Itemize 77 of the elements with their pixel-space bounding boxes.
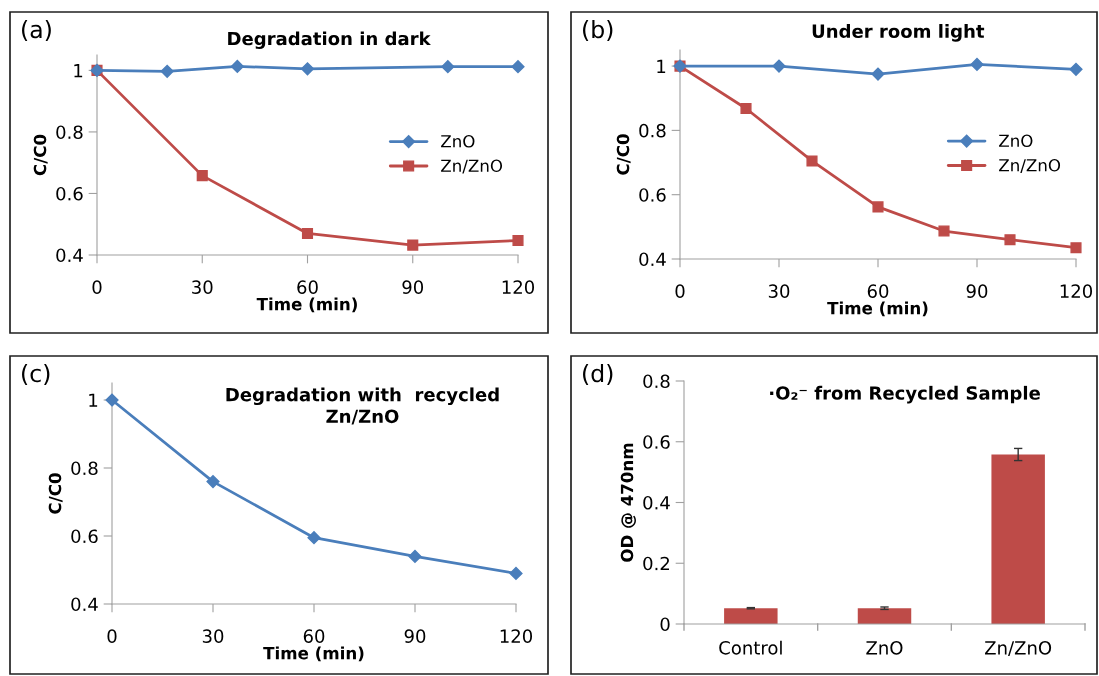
x-axis-title: Time (min) [827,301,928,317]
x-tick-label: 60 [297,280,318,294]
chart-title: ·O₂⁻ from Recycled Sample [770,385,1040,404]
y-tick-label: 0.8 [643,374,670,389]
y-tick-label: 0.6 [56,186,83,201]
x-tick-label: 90 [966,284,988,298]
point [230,59,244,73]
text: (c) [22,364,50,386]
y-tick-label: 1 [74,64,83,78]
legend-label: Zn/ZnO [999,158,1061,173]
y-tick-label: 0.4 [639,252,666,267]
y-axis-title: C/C0 [33,134,48,176]
y-tick-label: 0.6 [643,435,670,449]
chart-title: Degradation in dark [228,31,431,49]
x-axis-title: Time (min) [263,646,364,662]
x-tick-label: 30 [768,284,790,298]
y-tick-label: 0.6 [639,188,666,202]
x-tick-label: 90 [404,629,426,643]
x-tick-label: Control [719,640,782,655]
point [512,234,524,247]
x-tick-label: Zn/ZnO [985,640,1052,657]
point [307,531,321,545]
text: Degradation with recycled Zn/ZnO [226,387,499,425]
point [408,549,422,563]
point [1069,62,1083,76]
x-tick-label: 30 [192,280,213,294]
x-tick-label: 0 [675,284,685,298]
x-tick-label: 90 [402,280,424,294]
x-tick-label: 120 [500,629,533,643]
text: (d) [583,364,613,386]
x-tick-label: 120 [1060,284,1093,298]
point [407,239,419,251]
y-tick-label: 0.4 [56,248,83,263]
y-tick-label: 0.4 [643,495,670,510]
x-tick-label: ZnO [866,640,903,655]
point [206,475,220,489]
point [970,57,984,72]
y-tick-label: 0.4 [71,597,98,612]
point [160,64,174,78]
point [196,170,208,182]
point [511,60,525,74]
point [938,225,950,237]
point [301,227,314,240]
y-tick-label: 0.6 [71,529,98,544]
legend-label: Zn/ZnO [441,159,503,174]
y-tick-label: 1 [657,59,666,73]
y-axis-title: C/C0 [48,473,63,514]
y-tick-label: 1 [89,393,98,407]
x-tick-label: 30 [202,629,224,643]
point [1070,242,1082,254]
point [441,60,455,74]
text: (a) [22,20,51,42]
chart-title: Under room light [812,24,985,42]
y-axis-title: C/C0 [616,134,631,175]
y-axis-title: OD @ 470nm [620,443,636,562]
point [300,62,315,76]
point [806,155,818,167]
y-tick-label: 0.2 [643,556,669,571]
text: (b) [583,20,613,42]
x-tick-label: 120 [502,280,535,294]
x-axis-title: Time (min) [256,297,357,313]
legend-label: ZnO [999,134,1033,148]
point [509,566,523,580]
y-tick-label: 0.8 [639,123,666,138]
x-tick-label: 60 [303,629,325,643]
y-tick-label: 0 [660,617,670,632]
point [1004,234,1016,246]
point [872,201,884,213]
point [772,59,786,73]
x-tick-label: 0 [107,629,117,643]
x-tick-label: 60 [867,284,889,298]
point [740,102,752,115]
point [871,67,885,81]
legend-label: ZnO [441,135,475,148]
y-tick-label: 0.8 [56,125,83,140]
point [105,393,119,407]
y-tick-label: 0.8 [71,461,98,476]
